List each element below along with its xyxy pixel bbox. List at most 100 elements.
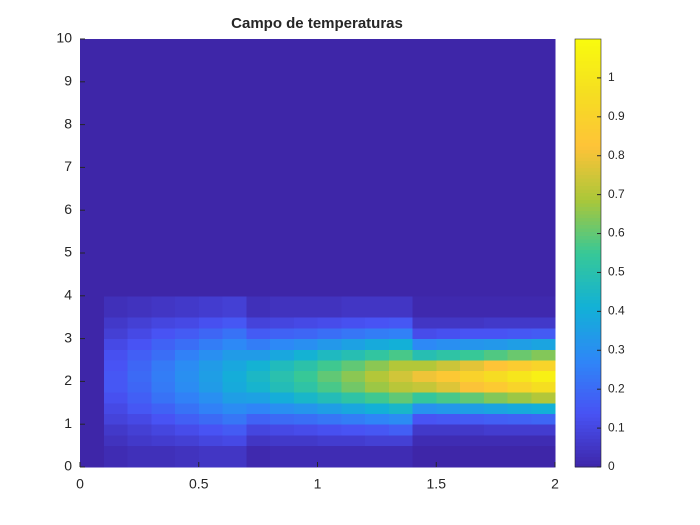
cell <box>341 381 366 393</box>
cell <box>507 327 532 340</box>
cell <box>341 434 366 447</box>
colorbar-segment <box>575 178 601 183</box>
colorbar-segment <box>575 349 601 354</box>
cell <box>80 295 105 318</box>
colorbar-segment <box>575 253 601 258</box>
colorbar-segment <box>575 220 601 226</box>
x-tick-label: 2 <box>551 476 559 492</box>
cell <box>127 39 152 297</box>
cell <box>246 413 271 425</box>
colorbar-segment <box>575 395 601 400</box>
colorbar-segment <box>575 46 601 51</box>
colorbar-segment <box>575 345 601 350</box>
cell <box>246 360 271 372</box>
cell <box>531 434 556 447</box>
cell <box>175 445 200 468</box>
colorbar-segment <box>575 367 601 372</box>
cell <box>151 381 176 393</box>
cell <box>436 381 461 393</box>
cell <box>198 39 223 297</box>
cell <box>388 317 413 329</box>
cell <box>365 360 390 372</box>
colorbar-segment <box>575 103 601 108</box>
colorbar-segment <box>575 449 601 454</box>
cell <box>436 295 461 318</box>
cell <box>388 370 413 382</box>
cell <box>246 381 271 393</box>
cell <box>198 402 223 414</box>
cell <box>80 381 105 393</box>
cell <box>483 381 508 393</box>
cell <box>460 424 485 436</box>
cell <box>507 295 532 318</box>
cell <box>317 317 342 329</box>
cell <box>460 434 485 447</box>
colorbar-segment <box>575 267 601 272</box>
cell <box>293 413 318 425</box>
cell <box>293 381 318 393</box>
cell <box>460 317 485 329</box>
y-tick-label: 9 <box>64 73 72 89</box>
cell <box>460 360 485 372</box>
cell <box>103 317 128 329</box>
cell <box>103 338 128 350</box>
colorbar-segment <box>575 124 601 129</box>
cell <box>483 327 508 340</box>
colorbar-segment <box>575 424 601 429</box>
colorbar-segment <box>575 310 601 315</box>
cell <box>222 39 247 297</box>
cell <box>293 360 318 372</box>
x-tick-label: 1.5 <box>427 476 447 492</box>
cell <box>507 39 532 297</box>
cell <box>317 327 342 340</box>
cell <box>412 413 437 425</box>
cell <box>317 392 342 404</box>
cell <box>412 392 437 404</box>
cell <box>412 434 437 447</box>
cell <box>127 370 152 382</box>
colorbar-tick-label: 0 <box>608 459 615 473</box>
cell <box>80 402 105 414</box>
cell <box>507 413 532 425</box>
cell <box>103 327 128 340</box>
cell <box>483 39 508 297</box>
cell <box>412 360 437 372</box>
cell <box>365 338 390 350</box>
cell <box>198 424 223 436</box>
colorbar-segment <box>575 85 601 90</box>
colorbar-segment <box>575 185 601 190</box>
colorbar-segment <box>575 285 601 290</box>
cell <box>103 360 128 372</box>
cell <box>80 317 105 329</box>
colorbar-segment <box>575 274 601 279</box>
cell <box>151 402 176 414</box>
colorbar-segment <box>575 78 601 83</box>
cell <box>270 413 295 425</box>
cell <box>412 295 437 318</box>
colorbar-segment <box>575 249 601 254</box>
cell <box>103 370 128 382</box>
cell <box>293 39 318 297</box>
cell <box>365 381 390 393</box>
colorbar-segment <box>575 459 601 465</box>
cell <box>507 381 532 393</box>
cell <box>80 413 105 425</box>
colorbar-segment <box>575 49 601 54</box>
cell <box>198 360 223 372</box>
cell <box>198 317 223 329</box>
cell <box>341 317 366 329</box>
colorbar-segment <box>575 456 601 461</box>
cell <box>365 349 390 361</box>
cell <box>436 392 461 404</box>
y-tick-label: 1 <box>64 415 72 431</box>
colorbar-segment <box>575 288 601 293</box>
colorbar-segment <box>575 392 601 397</box>
cell <box>317 295 342 318</box>
cell <box>103 434 128 447</box>
cell <box>317 338 342 350</box>
cell <box>127 413 152 425</box>
cell <box>293 295 318 318</box>
colorbar-segment <box>575 238 601 243</box>
cell <box>460 370 485 382</box>
colorbar-segment <box>575 231 601 236</box>
